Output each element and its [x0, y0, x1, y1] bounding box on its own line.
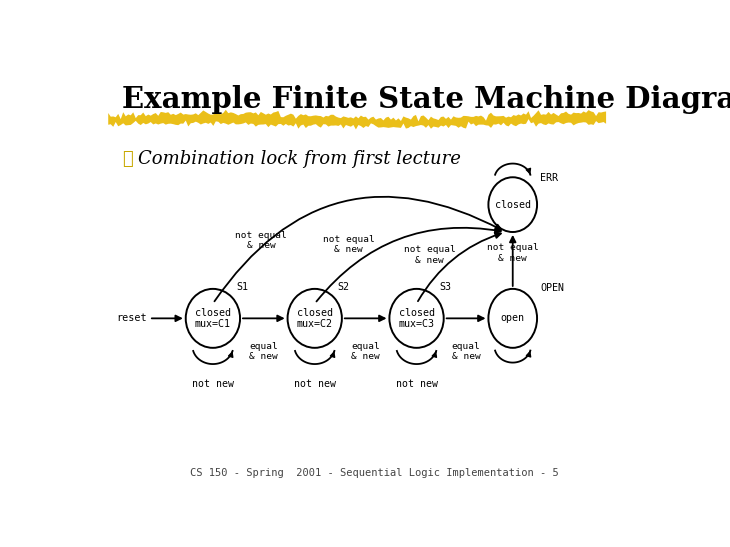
Text: S2: S2: [338, 282, 350, 292]
Text: open: open: [501, 313, 525, 323]
Ellipse shape: [488, 177, 537, 232]
Text: OPEN: OPEN: [540, 283, 564, 293]
Text: not new: not new: [192, 379, 234, 389]
Text: equal
& new: equal & new: [351, 341, 380, 361]
Ellipse shape: [389, 289, 444, 348]
Text: closed
mux=C2: closed mux=C2: [296, 307, 333, 329]
Text: not new: not new: [293, 379, 336, 389]
Text: ❖: ❖: [123, 150, 133, 168]
Text: S3: S3: [439, 282, 452, 292]
Text: closed: closed: [495, 200, 531, 210]
Polygon shape: [108, 110, 606, 130]
Text: CS 150 - Spring  2001 - Sequential Logic Implementation - 5: CS 150 - Spring 2001 - Sequential Logic …: [190, 468, 558, 478]
Text: Combination lock from first lecture: Combination lock from first lecture: [138, 150, 461, 168]
Text: equal
& new: equal & new: [250, 341, 278, 361]
Ellipse shape: [185, 289, 240, 348]
Text: not new: not new: [396, 379, 437, 389]
Text: not equal
& new: not equal & new: [323, 235, 374, 254]
Text: S1: S1: [236, 282, 248, 292]
Text: equal
& new: equal & new: [452, 341, 480, 361]
Text: Example Finite State Machine Diagram: Example Finite State Machine Diagram: [123, 85, 730, 114]
Ellipse shape: [488, 289, 537, 348]
Text: reset: reset: [117, 313, 147, 323]
Text: closed
mux=C1: closed mux=C1: [195, 307, 231, 329]
Text: not equal
& new: not equal & new: [487, 243, 539, 263]
Text: not equal
& new: not equal & new: [235, 231, 287, 250]
Text: closed
mux=C3: closed mux=C3: [399, 307, 434, 329]
Ellipse shape: [288, 289, 342, 348]
Text: not equal
& new: not equal & new: [404, 246, 456, 265]
Text: ERR: ERR: [540, 173, 558, 183]
